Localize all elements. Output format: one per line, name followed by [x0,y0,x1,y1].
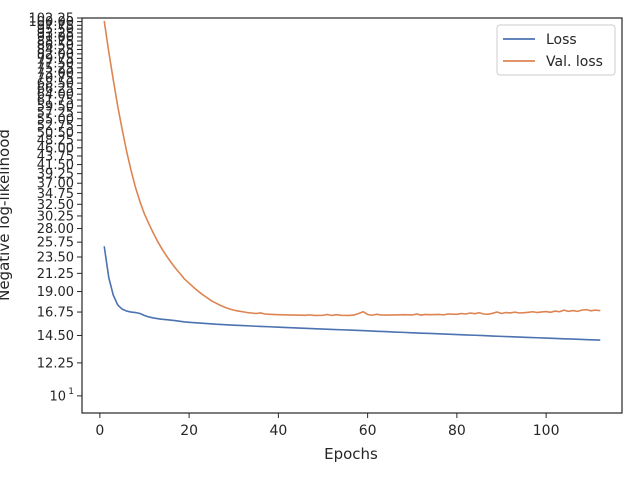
y-tick-label-40: 100.00 [29,15,75,30]
y-axis-label: Negative log-likelihood [0,129,13,301]
series-line-0 [103,246,601,341]
y-tick-label-39: 97.75 [37,19,74,34]
y-tick-label-9: 30.25 [37,209,74,224]
y-tick-label-10: 32.50 [37,198,74,213]
y-tick-label-41: 102.25 [29,12,75,27]
x-axis-label: Epochs [324,445,378,463]
y-tick-label-20: 55.00 [37,112,74,127]
y-tick-label-16: 46.00 [37,141,74,156]
y-tick-label-12: 37.00 [37,177,74,192]
x-tick-label-2: 40 [269,423,287,439]
y-tick-label-30: 77.50 [37,57,74,72]
x-tick-label-4: 80 [448,423,466,439]
x-tick-label-5: 100 [533,423,560,439]
y-tick-label-14: 41.50 [37,158,74,173]
y-tick-label-25: 66.25 [37,82,74,97]
y-tick-label-6: 23.50 [37,250,74,265]
legend: Loss Val. loss [496,24,616,76]
y-tick-label-29: 75.25 [37,61,74,76]
y-tick-label-33: 84.25 [37,43,74,58]
y-tick-label-4: 19.00 [37,285,74,300]
legend-box [496,24,616,76]
x-tick-label-3: 60 [359,423,377,439]
x-tick-label-1: 20 [180,423,198,439]
y-tick-label-32: 82.00 [37,47,74,62]
y-tick-label-18: 50.50 [37,126,74,141]
y-tick-label-0: 10 [49,389,66,404]
y-tick-label-8: 28.00 [37,222,74,237]
y-tick-label-21: 57.25 [37,106,74,121]
y-tick-exponent-0: 1 [68,387,74,397]
legend-label-0: Loss [546,32,577,48]
y-tick-label-38: 95.50 [37,23,74,38]
y-tick-label-17: 48.25 [37,134,74,149]
y-tick-label-5: 21.25 [37,267,74,282]
y-tick-label-22: 59.50 [37,100,74,115]
y-tick-label-26: 68.50 [37,77,74,92]
y-tick-label-37: 93.25 [37,26,74,41]
y-tick-label-15: 43.75 [37,149,74,164]
y-tick-label-19: 52.75 [37,119,74,134]
y-tick-label-2: 14.50 [37,329,74,344]
y-tick-label-34: 86.50 [37,39,74,54]
y-tick-label-1: 12.25 [37,356,74,371]
y-tick-label-3: 16.75 [37,306,74,321]
y-tick-label-35: 88.75 [37,35,74,50]
y-tick-label-31: 79.75 [37,52,74,67]
y-tick-label-7: 25.75 [37,236,74,251]
y-tick-label-27: 70.75 [37,71,74,86]
y-tick-label-24: 64.00 [37,88,74,103]
y-tick-label-11: 34.75 [37,187,74,202]
y-tick-label-13: 39.25 [37,167,74,182]
series-line-1 [103,20,601,317]
y-axis: 10 1 12.25 14.50 16.75 19.00 21.25 23.5025.7528… [29,12,82,404]
legend-label-1: Val. loss [546,54,603,70]
x-tick-label-0: 0 [95,423,104,439]
y-tick-label-28: 73.00 [37,66,74,81]
y-tick-label-36: 91.00 [37,30,74,45]
x-axis: 0 20 40 60 80 100 [95,413,559,439]
series-layer [103,20,601,341]
y-tick-label-23: 61.75 [37,93,74,108]
